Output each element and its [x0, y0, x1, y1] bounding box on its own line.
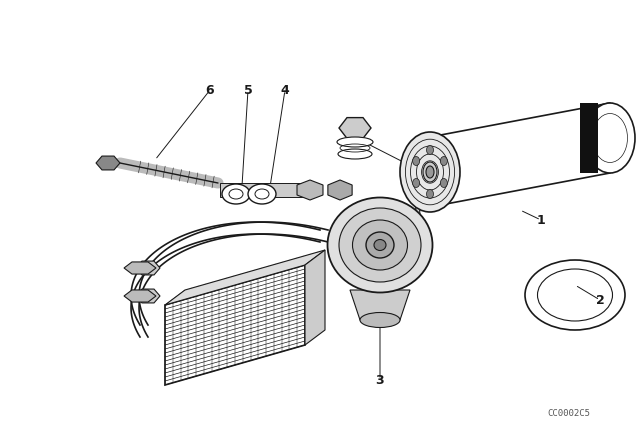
Polygon shape [124, 262, 156, 274]
Ellipse shape [426, 190, 433, 198]
Polygon shape [328, 180, 352, 200]
Text: 2: 2 [596, 293, 604, 306]
Ellipse shape [426, 166, 434, 178]
Ellipse shape [440, 156, 447, 165]
Text: CC0002C5: CC0002C5 [547, 409, 590, 418]
Polygon shape [305, 250, 325, 345]
Polygon shape [136, 261, 160, 275]
Polygon shape [96, 156, 120, 170]
Ellipse shape [423, 162, 437, 182]
Text: 1: 1 [536, 214, 545, 227]
Polygon shape [124, 290, 156, 302]
Ellipse shape [248, 184, 276, 204]
Text: 3: 3 [376, 374, 384, 387]
Polygon shape [415, 147, 420, 275]
Ellipse shape [328, 198, 433, 293]
Ellipse shape [337, 137, 373, 147]
FancyArrowPatch shape [123, 164, 215, 182]
Ellipse shape [400, 132, 460, 212]
Text: 7: 7 [411, 161, 419, 175]
Ellipse shape [374, 240, 386, 250]
Polygon shape [165, 250, 325, 305]
Ellipse shape [585, 103, 635, 173]
Ellipse shape [413, 156, 420, 165]
Text: 6: 6 [205, 83, 214, 96]
Polygon shape [165, 265, 305, 385]
Ellipse shape [360, 313, 400, 327]
Ellipse shape [426, 146, 433, 155]
Text: 4: 4 [280, 83, 289, 96]
Polygon shape [580, 103, 598, 173]
Ellipse shape [222, 184, 250, 204]
Ellipse shape [338, 149, 372, 159]
Ellipse shape [440, 178, 447, 188]
Ellipse shape [413, 178, 420, 188]
Ellipse shape [525, 260, 625, 330]
Polygon shape [136, 289, 160, 303]
Ellipse shape [366, 232, 394, 258]
Ellipse shape [353, 220, 408, 270]
Text: 5: 5 [244, 83, 252, 96]
Bar [220, 183, 310, 197]
Ellipse shape [339, 208, 421, 282]
Polygon shape [350, 290, 410, 320]
Polygon shape [339, 118, 371, 138]
Polygon shape [297, 180, 323, 200]
